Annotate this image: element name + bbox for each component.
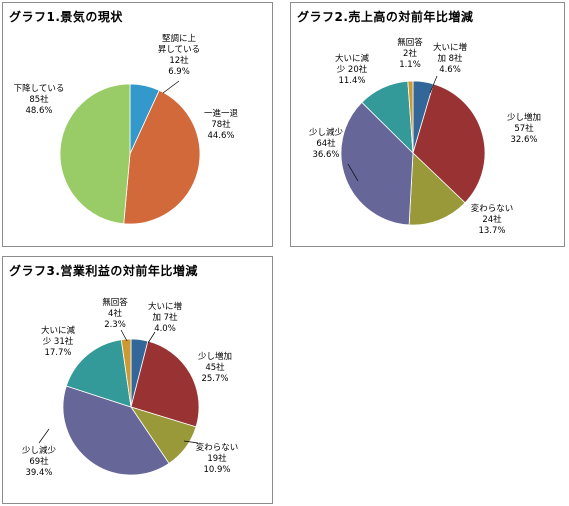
pie-slice <box>412 83 486 204</box>
data-label: 少し増加 57社 32.6% <box>507 112 541 145</box>
chart-panel-economy: グラフ1.景気の現状 堅調に上昇している 12社 6.9% 一進一退 78社 44.6% 下… <box>2 2 273 247</box>
data-label: 無回答 4社 2.3% <box>102 297 128 330</box>
data-label: 少し減少 64社 36.6% <box>309 127 344 160</box>
data-label: 無回答 2社 1.1% <box>397 37 423 70</box>
leader-line <box>429 75 438 94</box>
chart-panel-profit: グラフ3.営業利益の対前年比増減 大いに増加 7社 4.0% 少し増加 45社 25.7… <box>2 256 273 504</box>
pie-slice <box>408 152 466 226</box>
leader-line <box>347 163 359 182</box>
data-label: 大いに減少 20社 11.4% <box>335 53 370 86</box>
data-label: 堅調に上昇している 12社 6.9% <box>158 33 200 77</box>
data-label: 少し減少 69社 39.4% <box>22 445 57 478</box>
leader-line <box>120 329 128 342</box>
data-label: 大いに減少 31社 17.7% <box>41 325 76 358</box>
leader-line <box>183 440 199 444</box>
chart-panel-sales: グラフ2.売上高の対前年比増減 大いに増加 8社 4.6% 少し増加 57社 32.6%… <box>290 2 565 247</box>
chart-title: グラフ1.景気の現状 <box>9 10 123 24</box>
pie-slice <box>130 340 200 428</box>
chart-title: グラフ3.営業利益の対前年比増減 <box>9 264 198 278</box>
data-label: 下降している 85社 48.6% <box>14 83 65 116</box>
pie-slice <box>340 101 414 226</box>
leader-line <box>162 80 180 94</box>
data-label: 少し増加 45社 25.7% <box>198 351 232 384</box>
pie-chart: 堅調に上昇している 12社 6.9%一進一退 78社 44.6% 下降している 85社 48.… <box>14 33 239 225</box>
pie-slice <box>65 339 132 408</box>
pie-slice <box>407 80 414 154</box>
data-label: 変わらない 24社 13.7% <box>471 203 514 236</box>
pie-slice <box>62 385 170 476</box>
leader-line <box>38 428 50 444</box>
pie-chart: 大いに増加 7社 4.0% 少し増加 45社 25.7% 変わらない 19社 10.9% 少し減… <box>22 297 239 478</box>
pie-slice <box>59 83 131 225</box>
leader-line <box>147 331 156 344</box>
pie-chart: 大いに増加 8社 4.6% 少し増加 57社 32.6% 変わらない 24社 13.7% 少し減… <box>309 37 541 236</box>
data-label: 一進一退 78社 44.6% <box>204 108 239 141</box>
pie-slice <box>123 89 201 225</box>
data-label: 大いに増加 7社 4.0% <box>148 301 182 334</box>
data-label: 大いに増加 8社 4.6% <box>433 42 467 75</box>
data-label: 変わらない 19社 10.9% <box>196 442 239 475</box>
chart-title: グラフ2.売上高の対前年比増減 <box>297 10 474 24</box>
